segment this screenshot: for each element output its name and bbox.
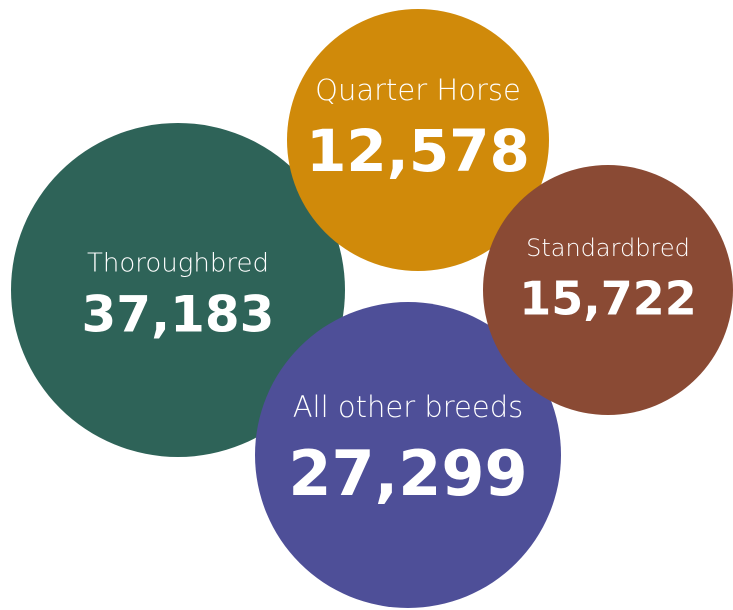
bubble-label: Quarter Horse xyxy=(315,73,521,107)
bubble-label: Thoroughbred xyxy=(87,249,269,279)
bubble-label: Standardbred xyxy=(526,234,690,262)
bubble xyxy=(483,165,733,415)
bubble xyxy=(255,302,561,608)
bubble xyxy=(11,123,345,457)
value-label: 27,299 xyxy=(288,437,527,510)
value-label: 37,183 xyxy=(82,286,275,344)
value-label: 15,722 xyxy=(519,272,697,326)
value-label: 12,578 xyxy=(306,117,530,185)
bubble-label: All other breeds xyxy=(293,390,524,424)
bubble xyxy=(287,9,549,271)
